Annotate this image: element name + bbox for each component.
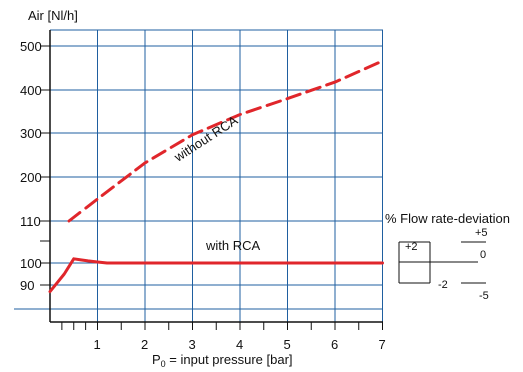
x-axis-title: P0 = input pressure [bar] [152,352,293,369]
series-line-with-rca [48,257,384,294]
legend-value: -2 [438,279,448,291]
series-layer [48,59,384,294]
y-tick-label: 300 [20,126,42,141]
flow-deviation-legend: % Flow rate-deviation +5 +2 0 -2 -5 [385,211,510,302]
y-tick-label: 400 [20,83,42,98]
x-axis-title-sub: 0 [161,359,166,369]
x-axis-title-rest: = input pressure [bar] [166,352,293,367]
y-tick-label: 100 [20,256,42,271]
x-axis-title-main: P [152,352,161,367]
x-tick-label: 4 [236,337,243,352]
y-tick-label: 500 [20,39,42,54]
y-axis-title: Air [Nl/h] [28,8,78,23]
series-line-without-rca [67,59,384,223]
legend-value: 0 [480,249,486,261]
legend-value: +5 [475,227,488,239]
legend-value: +2 [405,241,418,253]
series-label-without-rca: without RCA [171,112,241,165]
x-tick-label: 1 [94,337,101,352]
x-tick-label: 6 [331,337,338,352]
series-label-with-rca: with RCA [205,238,261,253]
x-tick-label: 3 [189,337,196,352]
legend-title: % Flow rate-deviation [385,211,510,226]
x-tick-label: 2 [141,337,148,352]
y-tick-label: 90 [20,278,34,293]
x-tick-label: 5 [284,337,291,352]
x-tick-label: 7 [379,337,386,352]
axes [49,30,383,323]
grid [14,29,383,330]
y-tick-label: 110 [20,214,41,229]
legend-value: -5 [479,290,489,302]
y-tick-label: 200 [20,170,42,185]
